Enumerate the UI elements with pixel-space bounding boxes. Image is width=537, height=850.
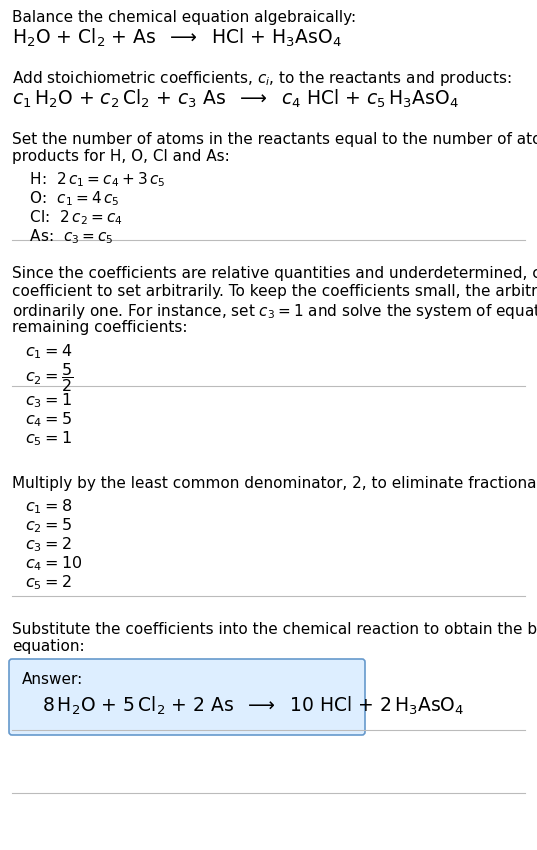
- Text: remaining coefficients:: remaining coefficients:: [12, 320, 187, 335]
- Text: $c_4 = 10$: $c_4 = 10$: [25, 554, 82, 573]
- Text: $8\,\mathregular{H_2O}$ + $5\,\mathregular{Cl_2}$ + $2$ As $\;\longrightarrow\;$: $8\,\mathregular{H_2O}$ + $5\,\mathregul…: [42, 695, 465, 717]
- Text: $c_1 = 4$: $c_1 = 4$: [25, 342, 72, 360]
- Text: $c_5 = 2$: $c_5 = 2$: [25, 573, 71, 592]
- Text: $c_1 = 8$: $c_1 = 8$: [25, 497, 72, 516]
- Text: $c_3 = 2$: $c_3 = 2$: [25, 535, 71, 553]
- Text: $c_1\,\mathregular{H_2O}$ + $c_2\,\mathregular{Cl_2}$ + $c_3$ As $\;\longrightar: $c_1\,\mathregular{H_2O}$ + $c_2\,\mathr…: [12, 88, 459, 110]
- Text: $c_3 = 1$: $c_3 = 1$: [25, 391, 72, 410]
- Text: O:  $c_1 = 4\,c_5$: O: $c_1 = 4\,c_5$: [25, 189, 119, 207]
- Text: As:  $c_3 = c_5$: As: $c_3 = c_5$: [25, 227, 113, 246]
- Text: $c_2 = \dfrac{5}{2}$: $c_2 = \dfrac{5}{2}$: [25, 361, 73, 394]
- Text: Add stoichiometric coefficients, $c_i$, to the reactants and products:: Add stoichiometric coefficients, $c_i$, …: [12, 69, 512, 88]
- Text: Cl:  $2\,c_2 = c_4$: Cl: $2\,c_2 = c_4$: [25, 208, 122, 227]
- Text: $c_2 = 5$: $c_2 = 5$: [25, 516, 72, 535]
- Text: coefficient to set arbitrarily. To keep the coefficients small, the arbitrary va: coefficient to set arbitrarily. To keep …: [12, 284, 537, 299]
- Text: $c_4 = 5$: $c_4 = 5$: [25, 410, 72, 428]
- FancyBboxPatch shape: [9, 659, 365, 735]
- Text: equation:: equation:: [12, 639, 85, 654]
- Text: Set the number of atoms in the reactants equal to the number of atoms in the: Set the number of atoms in the reactants…: [12, 132, 537, 147]
- Text: ordinarily one. For instance, set $c_3 = 1$ and solve the system of equations fo: ordinarily one. For instance, set $c_3 =…: [12, 302, 537, 321]
- Text: Balance the chemical equation algebraically:: Balance the chemical equation algebraica…: [12, 10, 356, 25]
- Text: Answer:: Answer:: [22, 672, 83, 687]
- Text: $\mathregular{H_2O}$ + $\mathregular{Cl_2}$ + As $\;\longrightarrow\;$ HCl + $\m: $\mathregular{H_2O}$ + $\mathregular{Cl_…: [12, 27, 342, 49]
- Text: Substitute the coefficients into the chemical reaction to obtain the balanced: Substitute the coefficients into the che…: [12, 622, 537, 637]
- Text: Multiply by the least common denominator, 2, to eliminate fractional coefficient: Multiply by the least common denominator…: [12, 476, 537, 491]
- Text: H:  $2\,c_1 = c_4 + 3\,c_5$: H: $2\,c_1 = c_4 + 3\,c_5$: [25, 170, 165, 189]
- Text: products for H, O, Cl and As:: products for H, O, Cl and As:: [12, 149, 230, 164]
- Text: $c_5 = 1$: $c_5 = 1$: [25, 429, 72, 448]
- Text: Since the coefficients are relative quantities and underdetermined, choose a: Since the coefficients are relative quan…: [12, 266, 537, 281]
